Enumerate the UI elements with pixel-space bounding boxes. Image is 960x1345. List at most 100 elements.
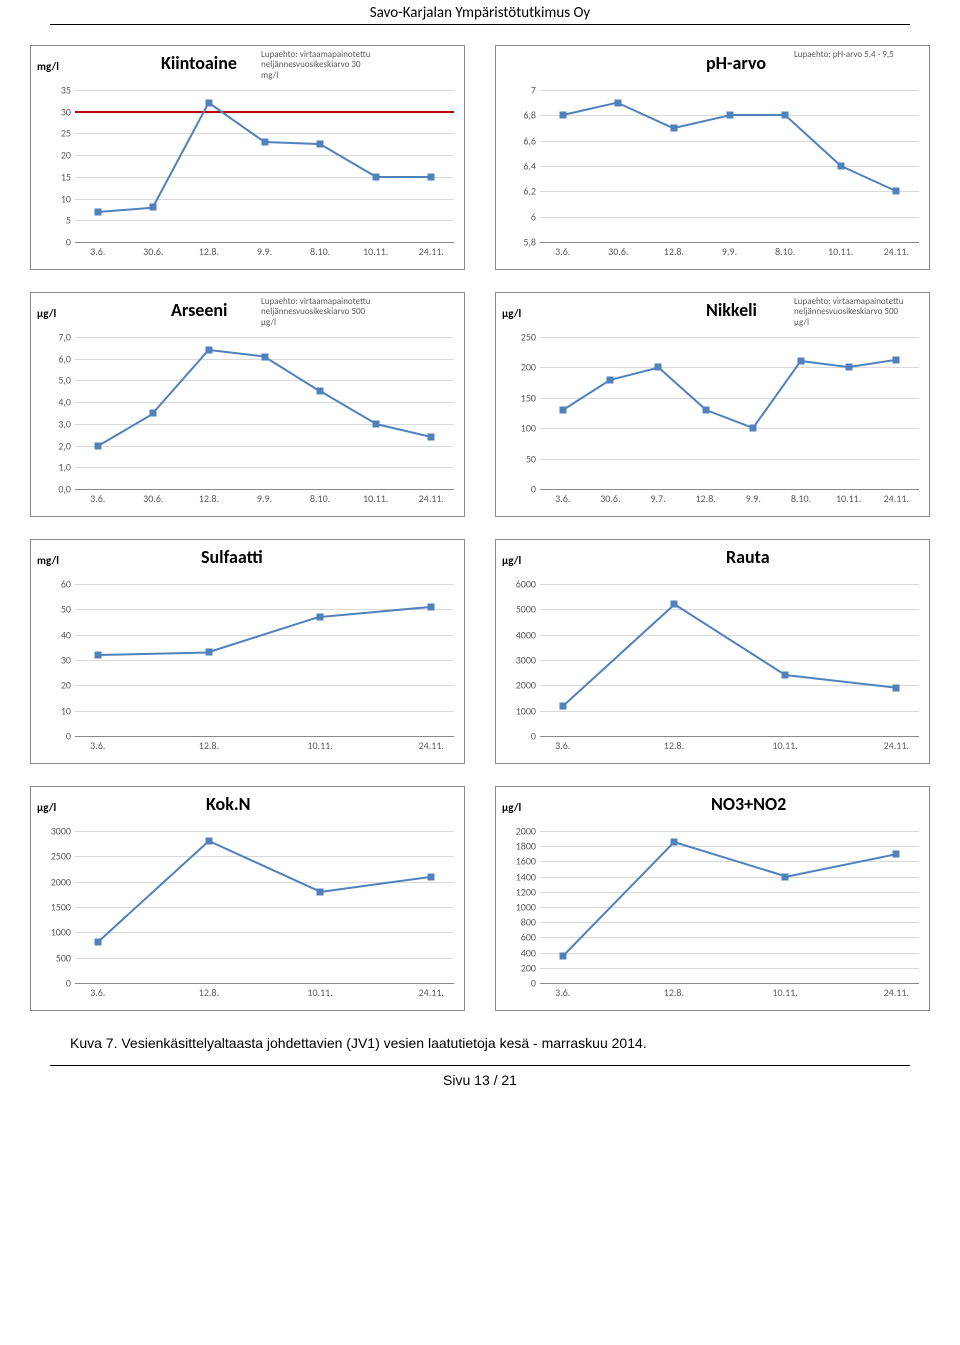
plot-area: 0,01,02,03,04,05,06,07,03.6.30.6.12.8.9.… [75,337,454,490]
y-tick-label: 5,8 [523,236,536,249]
gridline [540,937,919,938]
y-tick-label: 1200 [516,885,536,898]
y-tick-label: 1000 [51,926,71,939]
gridline [540,191,919,192]
x-tick-label: 12.8. [199,986,219,999]
data-marker [428,173,435,180]
data-marker [670,839,677,846]
gridline [540,90,919,91]
x-tick-label: 30.6. [608,245,628,258]
gridline [75,337,454,338]
data-marker [150,410,157,417]
data-marker [893,850,900,857]
data-marker [94,651,101,658]
y-axis-label: µg/l [37,801,56,814]
gridline [75,402,454,403]
x-tick-label: 10.11. [772,986,797,999]
data-marker [428,603,435,610]
y-tick-label: 250 [521,331,536,344]
gridline [75,380,454,381]
y-tick-label: 100 [521,422,536,435]
series-line [264,356,321,392]
y-tick-label: 20 [61,679,71,692]
plot-area: 01020304050603.6.12.8.10.11.24.11. [75,584,454,737]
chart-rauta: Rautaµg/l01000200030004000500060003.6.12… [495,539,930,764]
x-tick-label: 3.6. [555,245,570,258]
data-marker [893,357,900,364]
series-line [562,842,675,957]
y-tick-label: 4,0 [58,396,71,409]
y-tick-label: 200 [521,961,536,974]
chart-title: Arseeni [171,299,227,321]
series-line [375,423,431,438]
data-marker [372,420,379,427]
y-axis-label: mg/l [37,554,59,567]
y-tick-label: 1500 [51,901,71,914]
gridline [540,831,919,832]
gridline [540,609,919,610]
x-tick-label: 9.9. [722,245,737,258]
chart-title: NO3+NO2 [711,793,786,815]
gridline [540,398,919,399]
series-line [562,379,611,411]
chart-subtitle: Lupaehto: virtaamapainotettu neljännesvu… [261,50,370,81]
gridline [540,428,919,429]
y-tick-label: 10 [61,704,71,717]
y-tick-label: 30 [61,654,71,667]
gridline [540,337,919,338]
chart-title: Sulfaatti [201,546,263,568]
y-tick-label: 1800 [516,840,536,853]
y-tick-label: 5000 [516,603,536,616]
series-line [785,853,897,878]
plot-area: 5,866,26,46,66,873.6.30.6.12.8.9.9.8.10.… [540,90,919,243]
y-tick-label: 3,0 [58,417,71,430]
gridline [540,367,919,368]
data-marker [655,364,662,371]
x-tick-label: 9.9. [746,492,761,505]
chart-ph: pH-arvoLupaehto: pH-arvo 5,4 - 9,55,866,… [495,45,930,270]
series-line [563,102,619,117]
x-tick-label: 3.6. [90,739,105,752]
gridline [75,220,454,221]
x-tick-label: 12.8. [199,492,219,505]
series-line [320,606,431,618]
series-line [376,176,432,178]
y-tick-label: 0 [66,977,71,990]
gridline [540,968,919,969]
gridline [75,958,454,959]
y-tick-label: 25 [61,127,71,140]
data-marker [837,163,844,170]
y-tick-label: 1,0 [58,461,71,474]
data-marker [205,838,212,845]
data-marker [428,873,435,880]
plot-area: 01000200030004000500060003.6.12.8.10.11.… [540,584,919,737]
y-tick-label: 2000 [516,679,536,692]
x-tick-label: 3.6. [90,986,105,999]
y-tick-label: 35 [61,84,71,97]
y-tick-label: 3000 [516,654,536,667]
y-tick-label: 400 [521,946,536,959]
series-line [840,165,896,192]
series-line [562,604,675,707]
gridline [540,877,919,878]
chart-title: Rauta [726,546,770,568]
y-tick-label: 6,8 [523,109,536,122]
plot-area: 02004006008001000120014001600180020003.6… [540,831,919,984]
x-tick-label: 30.6. [143,492,163,505]
gridline [75,467,454,468]
chart-nikkeli: NikkeliLupaehto: virtaamapainotettu nelj… [495,292,930,517]
y-axis-label: µg/l [502,801,521,814]
x-tick-label: 24.11. [884,739,909,752]
data-marker [261,353,268,360]
gridline [540,141,919,142]
series-line [98,206,154,212]
chart-kokn: Kok.Nµg/l0500100015002000250030003.6.12.… [30,786,465,1011]
y-tick-label: 50 [526,452,536,465]
data-marker [559,953,566,960]
y-tick-label: 40 [61,628,71,641]
gridline [540,635,919,636]
data-marker [559,406,566,413]
x-tick-label: 10.11. [307,739,332,752]
series-line [209,349,265,357]
x-tick-label: 8.10. [310,492,330,505]
